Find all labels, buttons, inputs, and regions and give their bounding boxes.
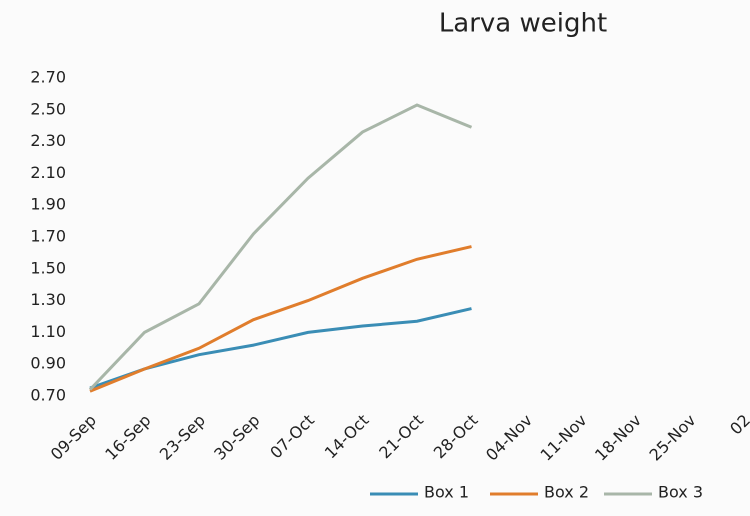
y-tick-label: 1.70 <box>30 227 66 246</box>
y-tick-label: 0.70 <box>30 386 66 405</box>
x-tick-label: 21-Oct <box>375 411 427 463</box>
x-tick-label: 16-Sep <box>101 411 154 464</box>
y-tick-label: 2.70 <box>30 68 66 87</box>
x-tick-label: 02 <box>726 411 750 439</box>
y-tick-label: 2.50 <box>30 99 66 118</box>
x-tick-label: 07-Oct <box>266 411 318 463</box>
y-tick-label: 2.10 <box>30 163 66 182</box>
y-tick-label: 1.30 <box>30 290 66 309</box>
x-tick-label: 14-Oct <box>321 411 373 463</box>
y-tick-label: 1.90 <box>30 195 66 214</box>
x-tick-label: 25-Nov <box>646 411 700 465</box>
y-tick-label: 1.50 <box>30 258 66 277</box>
legend-label: Box 3 <box>658 483 703 502</box>
y-tick-label: 0.90 <box>30 354 66 373</box>
series-line <box>89 245 472 393</box>
x-tick-label: 23-Sep <box>156 411 209 464</box>
y-tick-label: 2.30 <box>30 131 66 150</box>
x-tick-label: 09-Sep <box>47 411 100 464</box>
series-line <box>89 307 472 390</box>
x-tick-label: 30-Sep <box>210 411 263 464</box>
series-line <box>88 103 473 391</box>
x-tick-label: 11-Nov <box>537 411 591 465</box>
chart-title: Larva weight <box>439 9 607 39</box>
legend-label: Box 1 <box>424 483 469 502</box>
x-tick-label: 28-Oct <box>430 411 482 463</box>
x-tick-label: 04-Nov <box>482 411 536 465</box>
x-tick-label: 18-Nov <box>591 411 645 465</box>
y-tick-label: 1.10 <box>30 322 66 341</box>
legend-label: Box 2 <box>544 483 589 502</box>
